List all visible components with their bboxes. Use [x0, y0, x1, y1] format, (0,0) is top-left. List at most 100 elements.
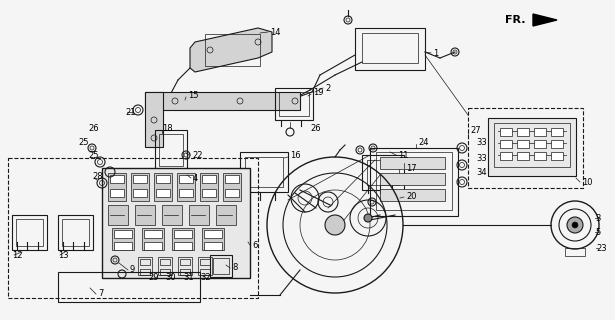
Bar	[144, 242, 162, 250]
Bar	[223, 173, 241, 201]
Bar	[102, 168, 250, 278]
Text: 32: 32	[200, 274, 210, 283]
Bar	[144, 230, 162, 238]
Bar	[225, 175, 239, 183]
Bar	[133, 175, 147, 183]
Text: 14: 14	[270, 28, 280, 36]
Bar	[500, 152, 512, 160]
Bar	[62, 219, 89, 246]
Bar	[517, 140, 529, 148]
Bar	[131, 173, 149, 201]
Bar	[140, 259, 150, 265]
Text: 26: 26	[88, 124, 98, 132]
Bar	[178, 257, 192, 275]
Text: 31: 31	[183, 274, 194, 283]
Bar	[114, 230, 132, 238]
Bar	[551, 128, 563, 136]
Bar	[204, 230, 222, 238]
Bar	[376, 152, 452, 210]
Text: 33: 33	[476, 154, 486, 163]
Text: 4: 4	[193, 173, 198, 182]
Text: 10: 10	[582, 178, 592, 187]
Text: 12: 12	[12, 251, 23, 260]
Bar	[180, 259, 190, 265]
Bar	[380, 173, 445, 185]
Text: 28: 28	[92, 172, 103, 180]
Circle shape	[325, 215, 345, 235]
Bar	[205, 34, 260, 66]
Bar	[155, 130, 187, 170]
Text: 29: 29	[148, 274, 159, 283]
Text: 3: 3	[595, 213, 600, 222]
Bar	[108, 173, 126, 201]
Bar	[177, 173, 195, 201]
Text: 19: 19	[313, 87, 323, 97]
Bar	[142, 228, 164, 250]
Bar	[138, 257, 152, 275]
Text: 1: 1	[433, 49, 438, 58]
Bar	[172, 228, 194, 250]
Text: 8: 8	[232, 263, 237, 273]
Bar	[362, 33, 418, 63]
Text: 25: 25	[78, 138, 89, 147]
Bar	[159, 134, 183, 166]
Bar	[380, 189, 445, 201]
Bar	[367, 160, 399, 185]
Bar	[12, 215, 47, 250]
Text: 5: 5	[595, 228, 600, 236]
Bar	[213, 258, 229, 274]
Circle shape	[572, 222, 578, 228]
Text: 9: 9	[130, 266, 135, 275]
Polygon shape	[533, 14, 557, 26]
Bar	[279, 92, 309, 116]
Text: 26: 26	[310, 124, 320, 132]
Bar	[275, 88, 313, 120]
Bar	[160, 269, 170, 275]
Bar	[110, 175, 124, 183]
Bar	[133, 189, 147, 197]
Bar	[180, 269, 190, 275]
Bar	[551, 152, 563, 160]
Bar	[225, 189, 239, 197]
Bar	[189, 205, 209, 225]
Bar	[494, 123, 570, 167]
Text: 22: 22	[192, 150, 202, 159]
Bar	[179, 175, 193, 183]
Bar	[16, 219, 43, 246]
Text: 24: 24	[418, 138, 429, 147]
Bar	[159, 176, 183, 208]
Bar	[156, 175, 170, 183]
Bar	[156, 189, 170, 197]
Bar	[145, 92, 163, 147]
Text: 17: 17	[406, 164, 416, 172]
Bar	[140, 269, 150, 275]
Bar	[200, 259, 210, 265]
Text: 30: 30	[165, 274, 176, 283]
Bar	[468, 108, 583, 188]
Bar	[517, 128, 529, 136]
Bar	[551, 140, 563, 148]
Bar	[198, 257, 212, 275]
Bar	[154, 173, 172, 201]
Bar	[362, 155, 404, 190]
Text: 20: 20	[406, 191, 416, 201]
Text: 25: 25	[88, 150, 98, 159]
Circle shape	[567, 217, 583, 233]
Bar	[534, 128, 546, 136]
Bar	[174, 242, 192, 250]
Bar	[112, 228, 134, 250]
Text: 18: 18	[162, 124, 173, 132]
Bar	[8, 158, 258, 298]
Bar	[500, 140, 512, 148]
Bar	[202, 189, 216, 197]
Bar	[145, 92, 300, 110]
Bar	[135, 205, 155, 225]
Bar	[500, 128, 512, 136]
Bar	[210, 255, 232, 277]
Bar	[179, 189, 193, 197]
Text: 15: 15	[188, 91, 199, 100]
Bar	[114, 242, 132, 250]
Circle shape	[364, 214, 372, 222]
Bar	[200, 269, 210, 275]
Text: 2: 2	[325, 84, 330, 92]
